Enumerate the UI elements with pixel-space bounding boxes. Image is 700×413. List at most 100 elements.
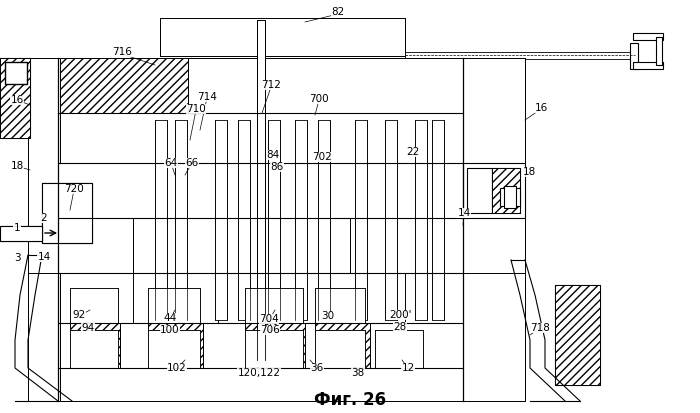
Text: 714: 714 xyxy=(197,92,217,102)
Text: 1: 1 xyxy=(14,223,20,233)
Text: 16: 16 xyxy=(10,95,24,105)
Bar xyxy=(42,183,92,243)
Bar xyxy=(148,288,200,323)
Bar xyxy=(415,120,427,320)
Bar xyxy=(463,58,525,273)
Bar xyxy=(160,18,405,56)
Text: 200': 200' xyxy=(389,310,412,320)
Bar xyxy=(375,330,423,368)
Text: 120,122: 120,122 xyxy=(237,368,281,378)
Bar xyxy=(315,288,365,323)
Bar xyxy=(148,288,200,323)
Bar xyxy=(375,330,423,368)
Bar xyxy=(630,43,638,69)
Bar xyxy=(350,218,463,273)
Bar xyxy=(500,188,520,206)
Bar xyxy=(58,58,463,113)
Text: 712: 712 xyxy=(261,80,281,90)
Bar xyxy=(555,285,600,385)
Text: 706: 706 xyxy=(260,325,280,335)
Bar xyxy=(70,330,118,368)
Text: 704: 704 xyxy=(259,314,279,324)
Text: 100: 100 xyxy=(160,325,180,335)
Text: Фиг. 26: Фиг. 26 xyxy=(314,391,386,409)
Bar xyxy=(245,288,303,323)
Text: 710: 710 xyxy=(186,104,206,114)
Bar xyxy=(148,288,200,323)
Bar xyxy=(268,120,280,320)
Text: 28: 28 xyxy=(393,322,407,332)
Bar xyxy=(70,288,118,323)
Text: 720: 720 xyxy=(64,184,84,194)
Bar xyxy=(58,163,463,218)
Bar xyxy=(350,218,463,273)
Bar xyxy=(70,323,120,368)
Text: 86: 86 xyxy=(270,162,284,172)
Bar xyxy=(58,113,463,163)
Bar xyxy=(633,62,663,69)
Bar xyxy=(656,37,662,65)
Bar xyxy=(315,323,370,368)
Bar xyxy=(245,330,303,368)
Bar xyxy=(315,323,370,368)
Bar xyxy=(245,323,305,368)
Bar xyxy=(58,323,463,368)
Bar xyxy=(0,226,42,241)
Text: 12: 12 xyxy=(401,363,414,373)
Bar xyxy=(28,273,60,401)
Bar xyxy=(133,218,350,273)
Bar xyxy=(58,218,133,273)
Bar xyxy=(463,273,525,401)
Bar xyxy=(70,323,120,368)
Bar xyxy=(70,330,118,368)
Bar xyxy=(492,168,520,213)
Text: 718: 718 xyxy=(530,323,550,333)
Bar xyxy=(28,58,60,273)
Bar xyxy=(463,58,525,273)
Bar xyxy=(555,285,600,385)
Text: 2: 2 xyxy=(41,213,48,223)
Bar xyxy=(148,323,203,368)
Bar xyxy=(492,168,520,213)
Bar xyxy=(318,120,330,320)
Bar xyxy=(295,120,307,320)
Bar xyxy=(70,288,118,323)
Text: 64: 64 xyxy=(164,158,178,168)
Bar xyxy=(0,58,30,138)
Bar xyxy=(58,58,463,113)
Bar xyxy=(148,330,200,368)
Bar xyxy=(432,120,444,320)
Bar xyxy=(245,323,305,368)
Bar xyxy=(5,62,27,84)
Bar xyxy=(58,218,133,273)
Bar xyxy=(28,58,60,273)
Bar xyxy=(0,226,42,241)
Text: 14: 14 xyxy=(457,208,470,218)
Text: 92: 92 xyxy=(72,310,85,320)
Bar xyxy=(148,323,203,368)
Text: 700: 700 xyxy=(309,94,329,104)
Bar xyxy=(28,273,60,401)
Bar xyxy=(463,273,525,401)
Text: 36: 36 xyxy=(310,363,323,373)
Bar xyxy=(58,273,463,323)
Bar xyxy=(238,120,250,320)
Text: 14: 14 xyxy=(37,252,50,262)
Bar xyxy=(160,18,405,56)
Text: 44: 44 xyxy=(163,313,176,323)
Bar xyxy=(257,20,265,360)
Bar xyxy=(215,120,227,320)
Bar xyxy=(58,368,463,401)
Bar xyxy=(405,52,635,59)
Bar xyxy=(58,368,463,401)
Bar xyxy=(315,330,365,368)
Bar xyxy=(463,163,525,218)
Bar xyxy=(467,168,492,213)
Bar xyxy=(315,288,365,323)
Bar xyxy=(245,288,303,323)
Text: 30: 30 xyxy=(321,311,335,321)
Text: 16: 16 xyxy=(534,103,547,113)
Bar xyxy=(633,33,663,40)
Text: 38: 38 xyxy=(351,368,365,378)
Bar xyxy=(58,323,463,368)
